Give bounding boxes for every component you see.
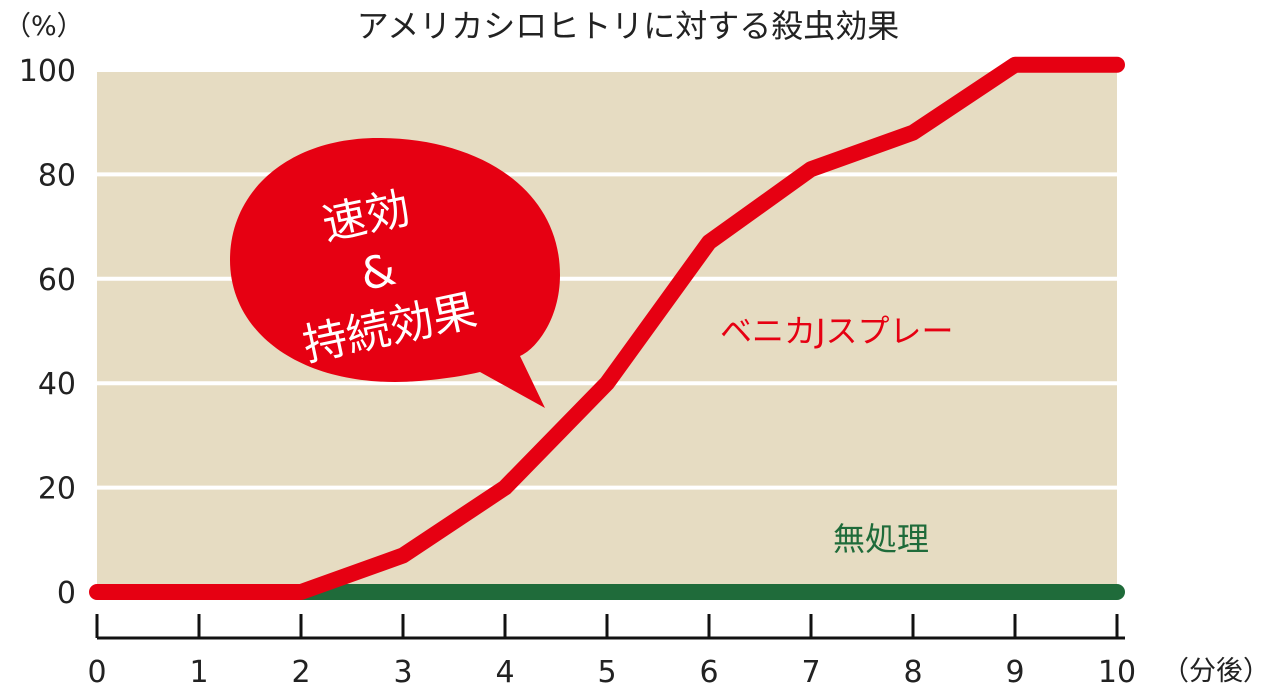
x-tick-9: 9	[1005, 655, 1024, 690]
y-axis-unit: （%）	[4, 11, 84, 42]
x-tick-labels: 0 1 2 3 4 5 6 7 8 9 10	[87, 655, 1136, 690]
x-axis-unit: （分後）	[1162, 656, 1270, 687]
x-tick-8: 8	[903, 655, 922, 690]
y-tick-80: 80	[38, 158, 76, 193]
y-tick-20: 20	[38, 472, 76, 507]
x-tick-7: 7	[801, 655, 820, 690]
plot-background	[97, 70, 1117, 592]
x-tick-0: 0	[87, 655, 106, 690]
chart-title: アメリカシロヒトリに対する殺虫効果	[357, 7, 899, 45]
series-label-benica: ベニカJスプレー	[720, 312, 953, 350]
x-tick-1: 1	[189, 655, 208, 690]
x-tick-10: 10	[1098, 655, 1136, 690]
x-tick-4: 4	[495, 655, 514, 690]
x-tick-3: 3	[393, 655, 412, 690]
callout-shape	[230, 138, 560, 408]
x-tick-2: 2	[291, 655, 310, 690]
y-tick-100: 100	[19, 54, 76, 89]
series-lines	[89, 56, 1125, 600]
callout-bubble: 速効 & 持続効果	[230, 138, 560, 408]
y-tick-60: 60	[38, 263, 76, 298]
series-label-untreated: 無処理	[833, 520, 929, 558]
y-tick-40: 40	[38, 367, 76, 402]
y-tick-labels: 0 20 40 60 80 100	[19, 54, 76, 611]
y-tick-0: 0	[57, 576, 76, 611]
x-tick-6: 6	[699, 655, 718, 690]
x-axis	[95, 614, 1125, 640]
series-line-0	[89, 56, 1125, 600]
x-tick-5: 5	[597, 655, 616, 690]
